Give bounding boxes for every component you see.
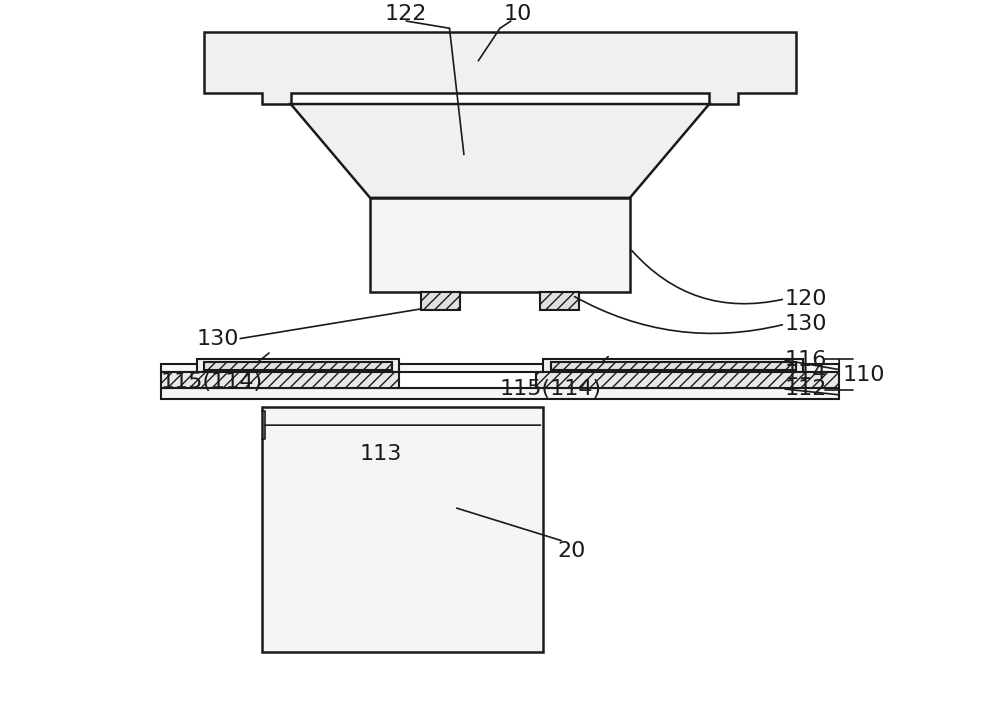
Text: 110: 110 xyxy=(843,364,885,385)
Bar xyxy=(370,198,630,292)
Text: 113: 113 xyxy=(360,444,402,464)
Text: 130: 130 xyxy=(197,329,239,348)
Bar xyxy=(161,388,839,399)
Bar xyxy=(262,407,543,653)
Polygon shape xyxy=(291,104,709,198)
Bar xyxy=(536,372,839,388)
Bar xyxy=(421,292,460,310)
Text: 130: 130 xyxy=(785,314,828,334)
Text: 116: 116 xyxy=(785,350,827,370)
Bar xyxy=(551,362,796,370)
Polygon shape xyxy=(204,32,796,104)
Bar xyxy=(197,359,399,372)
Bar xyxy=(540,292,579,310)
Text: 115(114): 115(114) xyxy=(161,372,263,392)
Text: 122: 122 xyxy=(385,4,427,24)
Bar xyxy=(161,364,839,372)
Text: 114: 114 xyxy=(785,363,827,383)
Text: 10: 10 xyxy=(504,4,532,24)
Text: 120: 120 xyxy=(785,289,828,309)
Bar xyxy=(204,362,392,370)
Text: 20: 20 xyxy=(558,542,586,561)
Bar xyxy=(161,372,399,388)
Text: 115(114): 115(114) xyxy=(500,379,602,399)
Text: 112: 112 xyxy=(785,379,827,399)
Bar xyxy=(543,359,803,372)
